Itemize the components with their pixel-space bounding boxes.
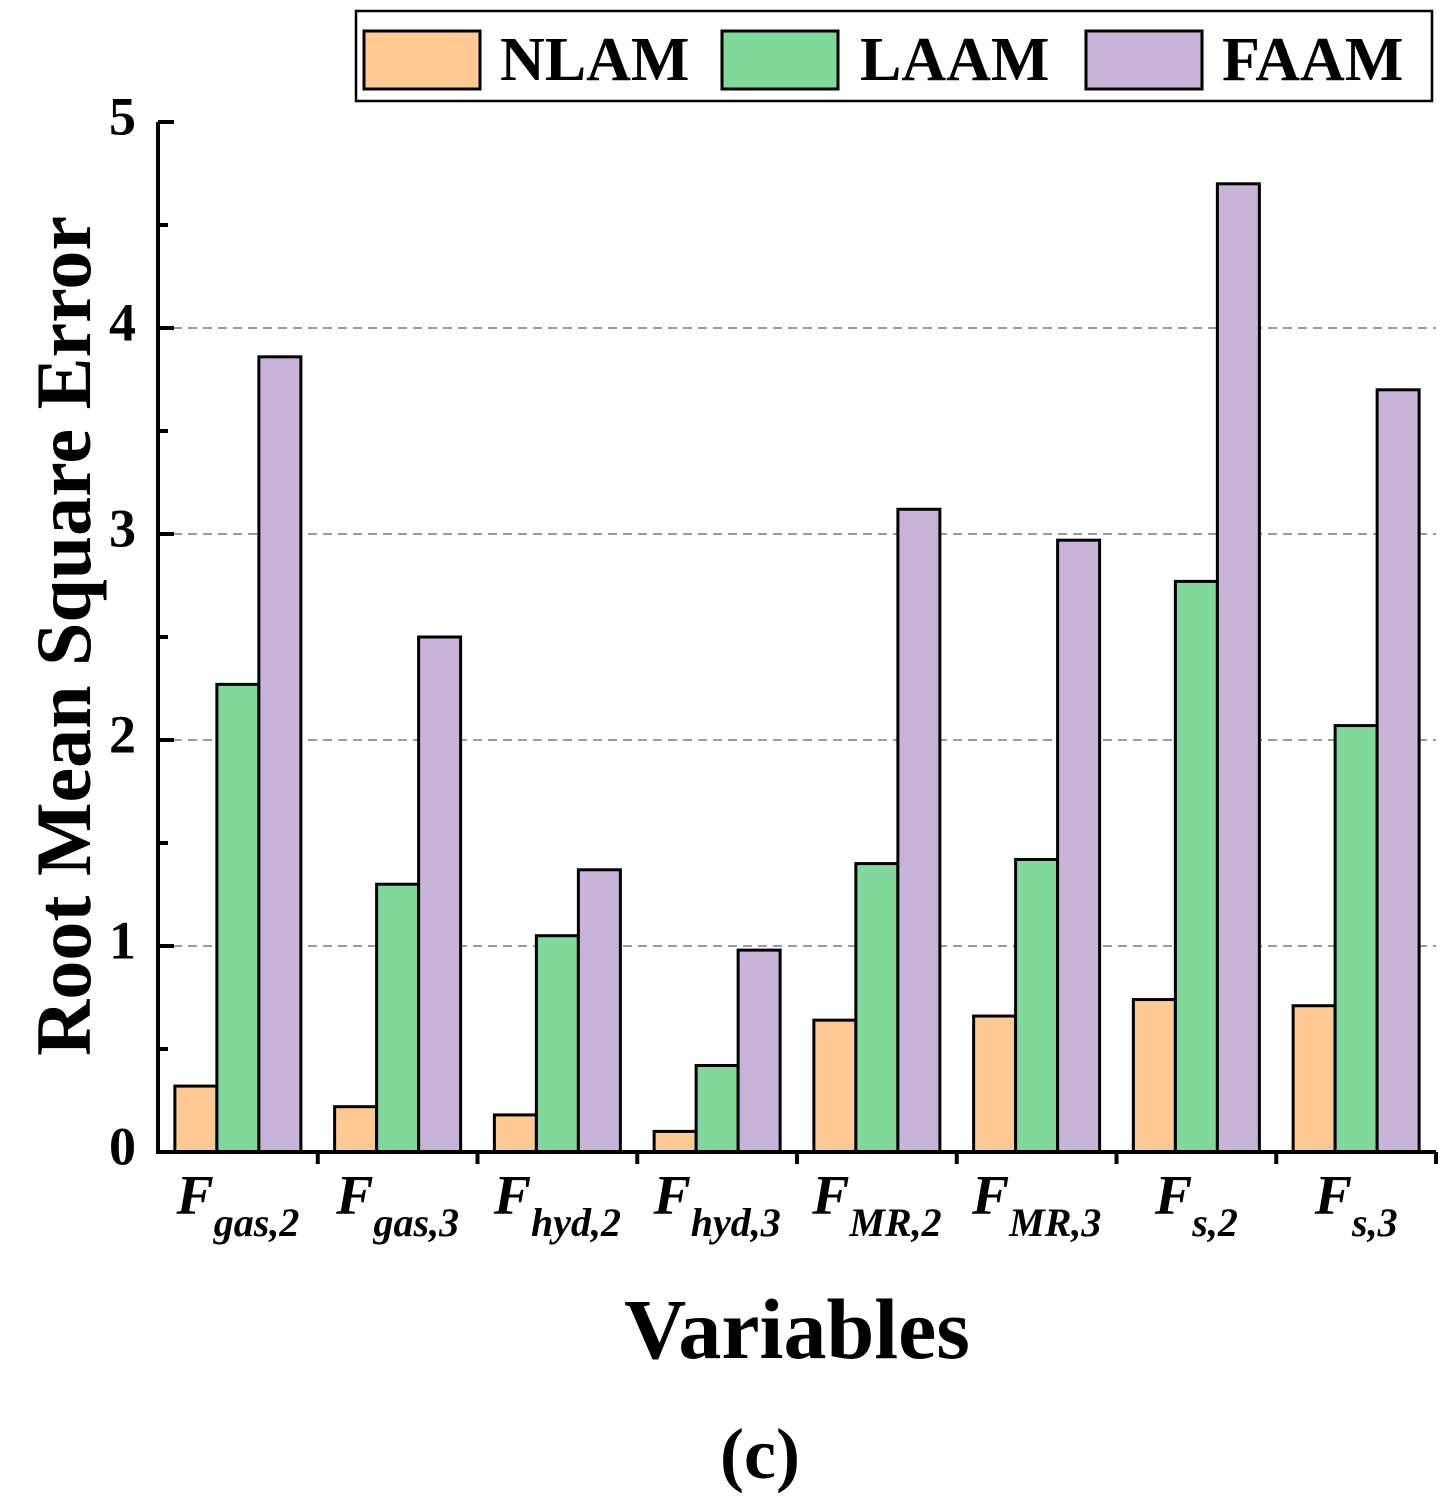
legend-box [354, 9, 1434, 103]
bar-laam-2 [534, 934, 580, 1154]
x-tick-label-6: Fs,2 [1154, 1165, 1238, 1245]
y-tick-label-1: 1 [109, 910, 136, 970]
bar-laam-4 [854, 862, 900, 1154]
bar-nlam-2 [492, 1113, 538, 1154]
bar-faam-1 [417, 635, 463, 1154]
bar-nlam-5 [972, 1014, 1018, 1154]
bar-laam-0 [215, 682, 261, 1154]
y-tick-label-5: 5 [109, 86, 136, 146]
legend-label-nlam: NLAM [500, 26, 689, 94]
bar-faam-2 [576, 868, 622, 1154]
x-tick-label-4: FMR,2 [811, 1165, 942, 1245]
bar-laam-6 [1173, 579, 1219, 1154]
y-tick-label-3: 3 [109, 498, 136, 558]
bar-faam-3 [736, 948, 782, 1154]
x-tick-label-1: Fgas,3 [335, 1165, 459, 1245]
y-tick-label-2: 2 [109, 704, 136, 764]
bar-laam-1 [375, 882, 421, 1154]
axes [156, 120, 1438, 1164]
bar-faam-6 [1215, 182, 1261, 1154]
legend-swatch-faam [1084, 29, 1204, 91]
x-tick-label-0: Fgas,2 [175, 1165, 299, 1245]
legend-swatch-nlam [362, 29, 482, 91]
legend-label-faam: FAAM [1222, 26, 1403, 94]
bar-nlam-6 [1131, 998, 1177, 1154]
bar-nlam-3 [652, 1129, 698, 1154]
x-tick-label-2: Fhyd,2 [493, 1165, 621, 1245]
bar-faam-0 [257, 355, 303, 1154]
legend-label-laam: LAAM [860, 26, 1049, 94]
bar-laam-7 [1333, 724, 1379, 1154]
bar-nlam-1 [333, 1105, 379, 1154]
x-tick-label-7: Fs,3 [1314, 1165, 1398, 1245]
y-axis-title: Root Mean Square Error [20, 216, 107, 1056]
panel-label: (c) [720, 1414, 800, 1494]
bars [173, 182, 1421, 1154]
bar-faam-5 [1056, 538, 1102, 1154]
x-axis-title: Variables [624, 1281, 970, 1377]
x-tick-label-3: Fhyd,3 [652, 1165, 780, 1245]
y-tick-labels: 0 1 2 3 4 5 [109, 86, 136, 1176]
bar-nlam-4 [812, 1018, 858, 1154]
bar-nlam-7 [1291, 1004, 1337, 1154]
legend-swatch-laam [720, 29, 840, 91]
bar-laam-5 [1014, 857, 1060, 1154]
y-tick-label-0: 0 [109, 1116, 136, 1176]
bar-faam-7 [1375, 388, 1421, 1154]
legend: NLAM LAAM FAAM [354, 9, 1434, 103]
y-tick-label-4: 4 [109, 292, 136, 352]
bar-nlam-0 [173, 1084, 219, 1154]
bar-faam-4 [896, 507, 942, 1154]
bar-laam-3 [694, 1063, 740, 1154]
x-tick-label-5: FMR,3 [971, 1165, 1102, 1245]
x-tick-labels: Fgas,2 Fgas,3 Fhyd,2 Fhyd,3 FMR,2 FMR,3 Fs,2 Fs… [175, 1165, 1397, 1245]
